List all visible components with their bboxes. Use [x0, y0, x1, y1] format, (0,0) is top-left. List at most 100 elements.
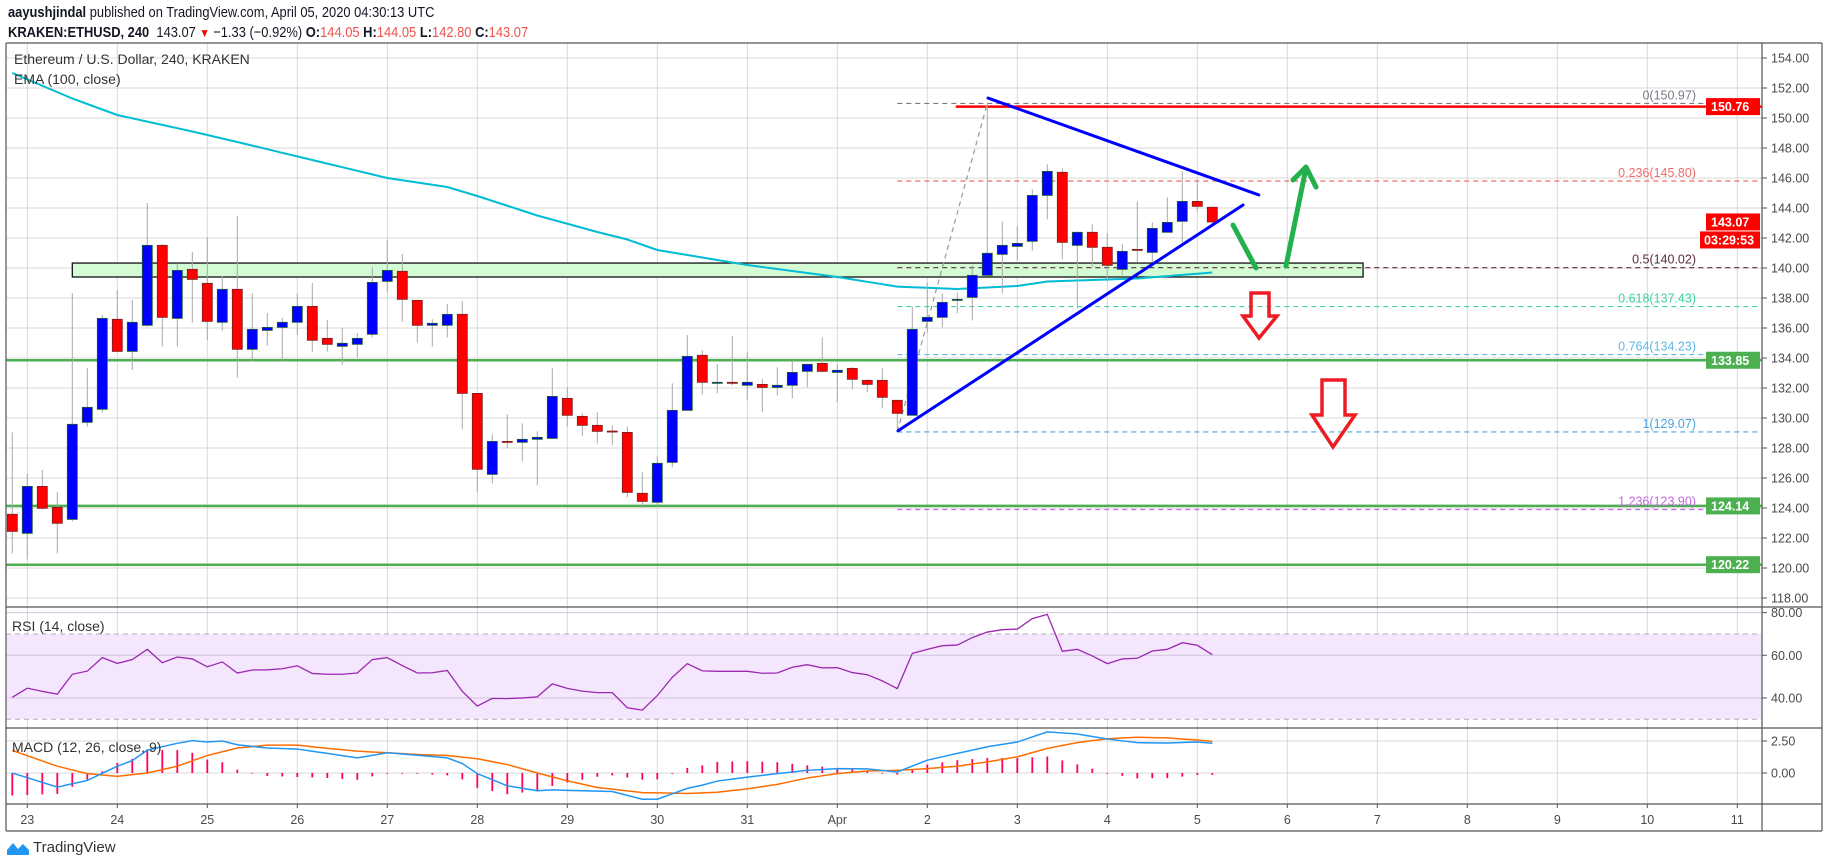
candles	[6, 103, 1218, 560]
candle-body-up	[906, 328, 918, 416]
candle-body-up	[951, 298, 963, 301]
candle	[1131, 201, 1143, 263]
triangle-lower-trendline[interactable]	[896, 203, 1245, 433]
price-label: 140.00	[1771, 262, 1809, 276]
candle-body-down	[471, 392, 483, 470]
support-zone-rect[interactable]	[71, 262, 1364, 278]
macd-line	[12, 731, 1213, 800]
time-label: 30	[650, 813, 664, 827]
candle-body-up	[96, 317, 108, 410]
candle-body-down	[456, 313, 468, 394]
macd-histogram-bar	[596, 773, 599, 777]
macd-histogram-bar	[416, 773, 419, 774]
candle-body-up	[216, 288, 228, 323]
price-label: 138.00	[1771, 292, 1809, 306]
tradingview-cloud-icon	[7, 842, 29, 855]
macd-histogram-bar	[536, 773, 539, 791]
candle-body-up	[771, 384, 783, 388]
price-label: 142.00	[1771, 232, 1809, 246]
candle	[771, 367, 783, 396]
macd-histogram-bar	[176, 750, 179, 773]
price-badge-label: 120.22	[1711, 558, 1749, 572]
macd-histogram-bar	[506, 773, 509, 795]
time-label: 27	[380, 813, 394, 827]
price-label: 132.00	[1771, 382, 1809, 396]
candle	[981, 103, 993, 276]
candle-body-up	[966, 274, 978, 298]
candle	[531, 431, 543, 486]
trendlines[interactable]	[896, 96, 1261, 433]
candle	[366, 267, 378, 338]
countdown-badge	[1700, 231, 1760, 249]
macd-histogram-bar	[116, 762, 119, 773]
annotation-arrows	[1230, 164, 1359, 451]
candle	[681, 335, 693, 411]
candle	[6, 432, 18, 554]
candle	[651, 456, 663, 507]
rsi-axis-label: 60.00	[1771, 649, 1802, 663]
candle	[1191, 179, 1203, 212]
candle-body-up	[381, 269, 393, 282]
candle	[246, 293, 258, 362]
price-label: 126.00	[1771, 472, 1809, 486]
macd-histogram-bar	[401, 773, 404, 774]
price-label: 148.00	[1771, 142, 1809, 156]
price-badge-label: 150.76	[1711, 100, 1749, 114]
time-label: 8	[1464, 813, 1471, 827]
candle-body-down	[891, 399, 903, 414]
horizontal-levels	[6, 105, 1762, 566]
macd-histogram-bar	[1151, 773, 1154, 779]
time-label: 2	[924, 813, 931, 827]
candle	[726, 335, 738, 386]
price-label: 152.00	[1771, 82, 1809, 96]
candle-body-up	[681, 355, 693, 411]
candle-body-down	[501, 440, 513, 443]
time-label: 5	[1194, 813, 1201, 827]
candle	[276, 317, 288, 362]
macd-histogram-bar	[761, 761, 764, 773]
macd-histogram-bar	[1106, 773, 1109, 774]
rsi-band-fill	[6, 633, 1762, 720]
rsi-legend[interactable]: RSI (14, close)	[12, 618, 105, 634]
author-name[interactable]: aayushjindal	[8, 4, 87, 21]
macd-histogram-bar	[86, 773, 89, 780]
macd-histogram-bar	[371, 773, 374, 777]
macd-histogram-bar	[311, 773, 314, 778]
candle	[816, 337, 828, 373]
tradingview-logo[interactable]: TradingView	[6, 839, 116, 856]
macd-histogram-bar	[701, 765, 704, 773]
rsi-axis-label: 40.00	[1771, 691, 1802, 705]
candle-body-down	[846, 367, 858, 380]
macd-histogram-bar	[566, 773, 569, 783]
high-label: H:	[363, 24, 377, 41]
ema-100-line	[11, 72, 1213, 291]
macd-histogram-bar	[161, 750, 164, 773]
candle-body-down	[396, 270, 408, 300]
candle	[291, 293, 303, 336]
candle-body-up	[171, 269, 183, 319]
macd-histogram-bar	[611, 773, 614, 776]
time-label: 3	[1014, 813, 1021, 827]
time-label: 28	[470, 813, 484, 827]
candle	[1086, 224, 1098, 268]
symbol-info: KRAKEN:ETHUSD, 240 143.07 ▼ −1.33 (−0.92…	[8, 24, 528, 41]
macd-histogram-bar	[521, 773, 524, 793]
candle-body-up	[1011, 242, 1023, 247]
candle-body-up	[786, 371, 798, 386]
candle	[936, 293, 948, 328]
price-label: 146.00	[1771, 172, 1809, 186]
triangle-upper-trendline[interactable]	[986, 96, 1261, 197]
open-label: O:	[305, 24, 321, 41]
rsi-pane	[11, 613, 1213, 711]
price-label: 134.00	[1771, 352, 1809, 366]
macd-legend[interactable]: MACD (12, 26, close, 9)	[12, 739, 161, 755]
macd-histogram-bar	[836, 768, 839, 773]
macd-signal-line	[12, 736, 1213, 795]
chart-title: Ethereum / U.S. Dollar, 240, KRAKEN	[14, 51, 250, 67]
macd-histogram-bar	[281, 773, 284, 777]
macd-histogram-bar	[671, 773, 674, 774]
candle-body-down	[756, 383, 768, 388]
macd-histogram-bar	[971, 759, 974, 773]
ema-legend[interactable]: EMA (100, close)	[14, 71, 121, 87]
